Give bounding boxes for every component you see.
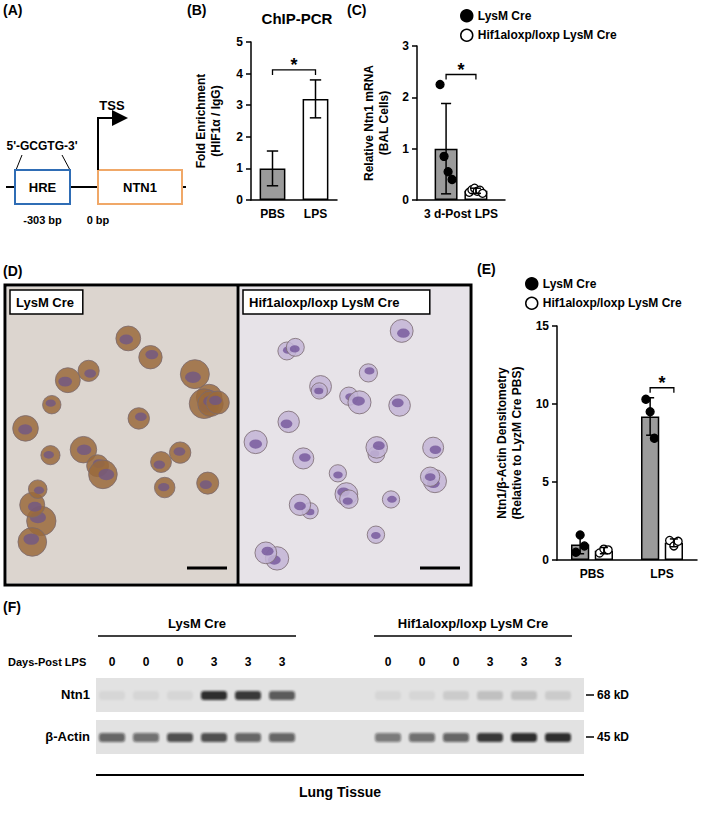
svg-text:HRE: HRE — [29, 180, 57, 195]
svg-text:2: 2 — [236, 130, 243, 144]
svg-text:10: 10 — [536, 397, 550, 411]
svg-text:(D): (D) — [3, 263, 22, 279]
svg-text:TSS: TSS — [99, 98, 125, 113]
svg-text:5: 5 — [236, 35, 243, 49]
svg-text:Hif1aloxp/loxp LysM Cre: Hif1aloxp/loxp LysM Cre — [249, 295, 400, 310]
svg-text:(Relative to LyzM Cre PBS): (Relative to LyzM Cre PBS) — [510, 367, 524, 520]
svg-text:0 bp: 0 bp — [87, 214, 110, 226]
svg-text:β-Actin: β-Actin — [45, 729, 90, 744]
svg-text:Days-Post LPS: Days-Post LPS — [8, 656, 86, 668]
svg-text:0: 0 — [402, 193, 409, 207]
svg-text:0: 0 — [177, 655, 184, 669]
svg-text:(F): (F) — [3, 599, 21, 615]
svg-text:(HIF1α / IgG): (HIF1α / IgG) — [209, 85, 223, 156]
svg-text:1: 1 — [402, 142, 409, 156]
svg-text:Fold Enrichment: Fold Enrichment — [194, 74, 208, 169]
svg-text:45 kD: 45 kD — [597, 730, 629, 744]
svg-text:2: 2 — [402, 90, 409, 104]
svg-text:LPS: LPS — [650, 567, 673, 581]
svg-text:0: 0 — [143, 655, 150, 669]
svg-text:*: * — [457, 60, 464, 80]
svg-text:LysM Cre: LysM Cre — [168, 616, 226, 631]
svg-text:(B): (B) — [187, 2, 206, 18]
svg-text:3: 3 — [402, 39, 409, 53]
svg-text:3: 3 — [236, 98, 243, 112]
svg-text:0: 0 — [385, 655, 392, 669]
svg-text:5'-GCGTG-3': 5'-GCGTG-3' — [6, 139, 77, 153]
svg-text:3: 3 — [555, 655, 562, 669]
svg-text:Lung Tissue: Lung Tissue — [299, 784, 381, 800]
svg-text:1: 1 — [236, 161, 243, 175]
svg-text:0: 0 — [109, 655, 116, 669]
svg-text:Hif1aloxp/loxp LysM Cre: Hif1aloxp/loxp LysM Cre — [398, 616, 549, 631]
svg-text:(A): (A) — [3, 2, 22, 18]
svg-text:-303 bp: -303 bp — [23, 214, 62, 226]
svg-text:LysM Cre: LysM Cre — [16, 295, 74, 310]
svg-text:LPS: LPS — [304, 207, 327, 221]
svg-text:68 kD: 68 kD — [597, 688, 629, 702]
svg-text:3 d-Post LPS: 3 d-Post LPS — [424, 207, 498, 221]
svg-text:LysM Cre: LysM Cre — [543, 277, 597, 291]
svg-text:(E): (E) — [477, 261, 496, 277]
svg-text:3: 3 — [279, 655, 286, 669]
svg-text:5: 5 — [542, 475, 549, 489]
svg-text:3: 3 — [521, 655, 528, 669]
svg-text:Relative Ntn1 mRNA: Relative Ntn1 mRNA — [362, 65, 376, 181]
svg-text:15: 15 — [536, 319, 550, 333]
svg-text:Ntn1/β-Actin Densitometry: Ntn1/β-Actin Densitometry — [495, 367, 509, 519]
svg-text:0: 0 — [236, 193, 243, 207]
svg-text:3: 3 — [245, 655, 252, 669]
svg-text:LysM Cre: LysM Cre — [478, 9, 532, 23]
svg-text:Hif1aloxp/loxp LysM Cre: Hif1aloxp/loxp LysM Cre — [478, 28, 617, 42]
svg-text:3: 3 — [487, 655, 494, 669]
svg-text:0: 0 — [542, 553, 549, 567]
svg-text:*: * — [658, 373, 665, 393]
svg-text:*: * — [290, 55, 297, 75]
svg-text:Ntn1: Ntn1 — [61, 687, 90, 702]
svg-text:Hif1aloxp/loxp LysM Cre: Hif1aloxp/loxp LysM Cre — [543, 296, 682, 310]
svg-text:0: 0 — [419, 655, 426, 669]
svg-text:0: 0 — [453, 655, 460, 669]
svg-text:(BAL Cells): (BAL Cells) — [377, 91, 391, 155]
svg-text:4: 4 — [236, 67, 243, 81]
svg-text:ChIP-PCR: ChIP-PCR — [262, 10, 333, 27]
svg-text:NTN1: NTN1 — [123, 180, 157, 195]
svg-text:(C): (C) — [347, 2, 366, 18]
svg-text:PBS: PBS — [580, 567, 605, 581]
svg-text:3: 3 — [211, 655, 218, 669]
svg-text:PBS: PBS — [260, 207, 285, 221]
